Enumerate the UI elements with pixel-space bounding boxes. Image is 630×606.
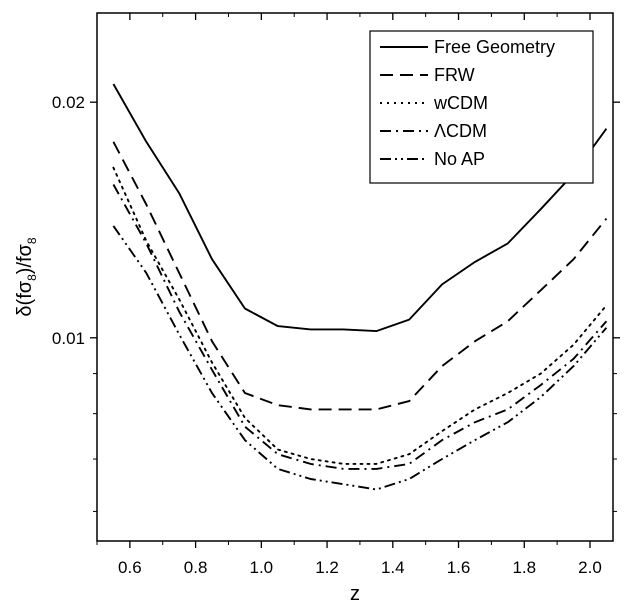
x-tick-label: 1.4 (381, 558, 405, 577)
series-line--cdm (112, 184, 608, 470)
legend-label: FRW (434, 65, 475, 85)
y-tick-labels: 0.01 0.02 (52, 93, 85, 348)
plot-frame (96, 12, 614, 542)
legend-label: Free Geometry (434, 37, 555, 57)
x-axis-title: z (350, 583, 360, 605)
x-tick-label: 1.0 (250, 558, 274, 577)
y-axis-title: δ(fσ8)/fσ8 (14, 237, 39, 317)
legend-label: No AP (434, 149, 485, 169)
x-tick-label: 2.0 (578, 558, 602, 577)
legend: Free Geometry FRW wCDM ΛCDM No AP (369, 30, 594, 184)
legend-label: wCDM (433, 93, 488, 113)
series-line-free-geometry (112, 83, 608, 333)
x-tick-label: 1.6 (447, 558, 471, 577)
legend-label: ΛCDM (434, 121, 487, 141)
series-line-no-ap (112, 225, 608, 491)
legend-box (369, 30, 594, 184)
series-line-frw (112, 141, 608, 411)
y-tick-label: 0.01 (52, 329, 85, 348)
y-tick-label: 0.02 (52, 93, 85, 112)
x-tick-label: 1.8 (512, 558, 536, 577)
x-tick-labels: 0.6 0.8 1.0 1.2 1.4 1.6 1.8 2.0 (118, 558, 602, 577)
series-lines (112, 83, 608, 491)
x-tick-label: 0.6 (118, 558, 142, 577)
series-line-wcdm (112, 166, 608, 465)
x-tick-label: 0.8 (184, 558, 208, 577)
x-tick-label: 1.2 (315, 558, 339, 577)
